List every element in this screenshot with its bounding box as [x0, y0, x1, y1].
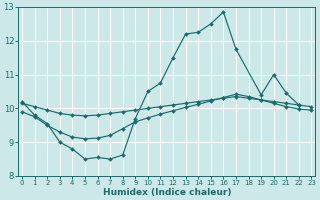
- X-axis label: Humidex (Indice chaleur): Humidex (Indice chaleur): [102, 188, 231, 197]
